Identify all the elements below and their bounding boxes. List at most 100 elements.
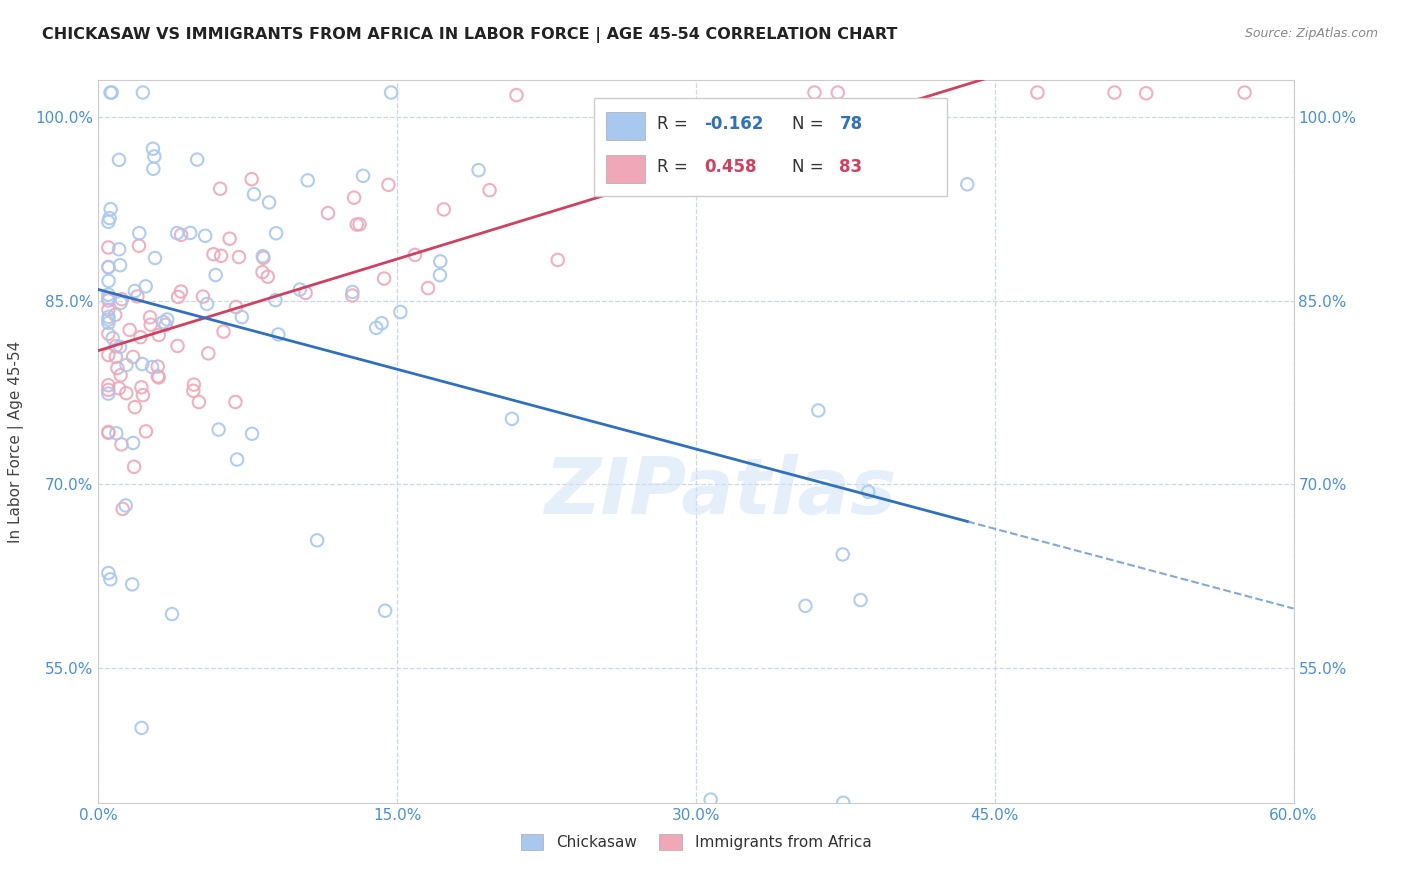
Point	[156, 312, 179, 326]
Text: N =: N =	[792, 115, 828, 133]
Point	[226, 452, 249, 467]
Legend: Chickasaw, Immigrants from Africa: Chickasaw, Immigrants from Africa	[515, 829, 877, 856]
Point	[404, 248, 426, 262]
Point	[108, 242, 131, 256]
Point	[105, 426, 128, 441]
Point	[97, 293, 120, 308]
Point	[699, 792, 721, 806]
Point	[240, 426, 263, 441]
Point	[139, 310, 162, 325]
Point	[256, 269, 278, 284]
Text: ZIPatlas: ZIPatlas	[544, 454, 896, 530]
Point	[209, 249, 232, 263]
Point	[110, 296, 132, 310]
Point	[252, 265, 274, 279]
Point	[128, 226, 150, 240]
Point	[316, 206, 339, 220]
Point	[429, 254, 451, 268]
Point	[505, 88, 527, 103]
Point	[204, 268, 226, 282]
Text: R =: R =	[657, 158, 693, 176]
Point	[146, 369, 169, 384]
Point	[183, 377, 205, 392]
Point	[794, 599, 817, 613]
Point	[97, 302, 120, 317]
Point	[100, 86, 122, 100]
Y-axis label: In Labor Force | Age 45-54: In Labor Force | Age 45-54	[8, 341, 24, 542]
Point	[380, 86, 402, 100]
Point	[131, 357, 153, 371]
Point	[297, 173, 319, 187]
Point	[97, 566, 120, 580]
Text: R =: R =	[657, 115, 693, 133]
Point	[146, 359, 169, 374]
Bar	[606, 155, 644, 183]
Point	[1135, 87, 1157, 101]
Bar	[606, 112, 644, 139]
Point	[111, 292, 134, 306]
Point	[97, 312, 120, 326]
Point	[97, 291, 120, 305]
Point	[110, 368, 132, 383]
Point	[478, 183, 501, 197]
Point	[620, 141, 643, 155]
Point	[135, 425, 157, 439]
Point	[681, 161, 703, 175]
Point	[342, 285, 364, 299]
Point	[501, 412, 523, 426]
Point	[170, 285, 193, 299]
Point	[108, 340, 131, 354]
Text: CHICKASAW VS IMMIGRANTS FROM AFRICA IN LABOR FORCE | AGE 45-54 CORRELATION CHART: CHICKASAW VS IMMIGRANTS FROM AFRICA IN L…	[42, 27, 897, 43]
Point	[252, 251, 274, 265]
Point	[207, 423, 229, 437]
Point	[1233, 86, 1256, 100]
Point	[108, 258, 131, 272]
Point	[124, 284, 146, 298]
Point	[142, 142, 165, 156]
Point	[155, 318, 177, 332]
Point	[197, 346, 219, 360]
Point	[181, 384, 204, 398]
Point	[547, 252, 569, 267]
Point	[366, 321, 388, 335]
Point	[131, 721, 153, 735]
Point	[127, 289, 149, 303]
Point	[429, 268, 451, 283]
Point	[139, 318, 162, 332]
Point	[143, 251, 166, 265]
Point	[104, 308, 127, 322]
Point	[97, 383, 120, 397]
Point	[100, 572, 122, 586]
Point	[179, 226, 201, 240]
Point	[110, 437, 132, 451]
Point	[142, 161, 165, 176]
Text: 78: 78	[839, 115, 862, 133]
Point	[194, 228, 217, 243]
Point	[191, 290, 214, 304]
Point	[374, 604, 396, 618]
Point	[97, 240, 120, 254]
Point	[240, 172, 263, 186]
Point	[97, 425, 120, 439]
Point	[160, 607, 183, 621]
Point	[132, 86, 155, 100]
Point	[131, 380, 153, 394]
Point	[187, 395, 209, 409]
Text: N =: N =	[792, 158, 828, 176]
Point	[108, 153, 131, 167]
Point	[114, 499, 136, 513]
Point	[307, 533, 329, 548]
Point	[1104, 86, 1126, 100]
Point	[370, 316, 392, 330]
Point	[167, 290, 190, 304]
Point	[97, 386, 120, 401]
Point	[858, 484, 880, 499]
Point	[225, 300, 247, 314]
Point	[202, 247, 225, 261]
Point	[97, 348, 120, 362]
Text: -0.162: -0.162	[704, 115, 763, 133]
Point	[467, 163, 489, 178]
Point	[124, 400, 146, 414]
Point	[97, 310, 120, 324]
Point	[97, 316, 120, 330]
